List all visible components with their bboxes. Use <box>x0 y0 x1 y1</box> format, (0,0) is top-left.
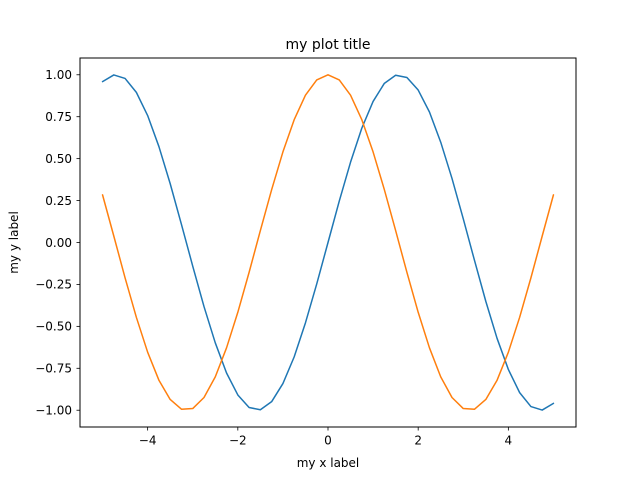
y-axis-ticks: −1.00 −0.75 −0.50 −0.25 0.00 0.25 0.50 0.75 1.00 <box>35 68 80 418</box>
y-tick-label: −0.50 <box>35 320 72 334</box>
x-tick-label: 0 <box>324 434 332 448</box>
y-tick-label: −0.25 <box>35 278 72 292</box>
y-tick-label: 1.00 <box>45 68 72 82</box>
y-tick-label: −0.75 <box>35 362 72 376</box>
y-axis-label: my y label <box>7 211 21 274</box>
y-tick-label: 0.50 <box>45 152 72 166</box>
y-tick-label: −1.00 <box>35 404 72 418</box>
series-layer <box>101 74 555 411</box>
chart-title: my plot title <box>285 37 370 53</box>
x-tick-label: −4 <box>139 434 157 448</box>
x-tick-label: −2 <box>229 434 247 448</box>
y-tick-label: 0.75 <box>45 110 72 124</box>
x-axis-label: my x label <box>297 456 360 470</box>
x-tick-label: 4 <box>505 434 513 448</box>
series-line-1 <box>101 74 555 411</box>
x-axis-ticks: −4 −2 0 2 4 <box>139 427 512 448</box>
series-line-2 <box>101 74 555 410</box>
y-tick-label: 0.25 <box>45 194 72 208</box>
x-tick-label: 2 <box>414 434 422 448</box>
y-tick-label: 0.00 <box>45 236 72 250</box>
